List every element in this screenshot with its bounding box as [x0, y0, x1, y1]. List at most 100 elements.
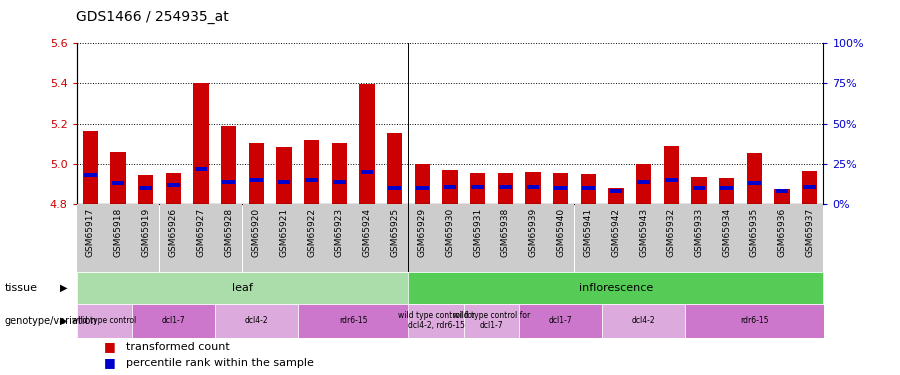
Bar — [547, 204, 574, 272]
Bar — [381, 204, 409, 272]
Text: ▶: ▶ — [60, 283, 68, 293]
Bar — [76, 204, 104, 272]
Bar — [83, 131, 98, 204]
Bar — [194, 83, 209, 204]
Text: transformed count: transformed count — [126, 342, 230, 352]
Bar — [499, 184, 512, 189]
Bar — [270, 204, 298, 272]
Bar — [415, 164, 430, 204]
Bar — [304, 140, 320, 204]
Bar — [685, 204, 713, 272]
Bar — [665, 178, 678, 182]
Text: dcl1-7: dcl1-7 — [161, 316, 185, 325]
Bar — [112, 182, 124, 185]
Bar — [470, 173, 485, 204]
Text: GSM65926: GSM65926 — [169, 208, 178, 257]
Text: GSM65919: GSM65919 — [141, 208, 150, 257]
Bar — [519, 204, 547, 272]
Text: GSM65940: GSM65940 — [556, 208, 565, 257]
Text: GSM65943: GSM65943 — [639, 208, 648, 257]
Bar — [602, 304, 685, 338]
Bar — [748, 182, 760, 185]
Text: tissue: tissue — [4, 283, 38, 293]
Bar — [444, 184, 456, 189]
Bar — [187, 204, 215, 272]
Bar — [796, 204, 824, 272]
Text: rdr6-15: rdr6-15 — [339, 316, 367, 325]
Text: GSM65924: GSM65924 — [363, 208, 372, 257]
Bar — [333, 180, 346, 184]
Bar — [166, 173, 181, 204]
Bar — [443, 170, 457, 204]
Text: GSM65917: GSM65917 — [86, 208, 94, 257]
Text: ■: ■ — [104, 356, 115, 369]
Bar — [409, 272, 824, 304]
Text: dcl4-2: dcl4-2 — [632, 316, 655, 325]
Bar — [84, 173, 97, 177]
Bar — [720, 186, 733, 190]
Text: rdr6-15: rdr6-15 — [740, 316, 769, 325]
Bar — [277, 180, 291, 184]
Text: GSM65920: GSM65920 — [252, 208, 261, 257]
Text: GSM65931: GSM65931 — [473, 208, 482, 257]
Bar — [658, 204, 685, 272]
Text: GSM65935: GSM65935 — [750, 208, 759, 257]
Bar — [111, 152, 126, 204]
Bar — [298, 304, 409, 338]
Text: dcl4-2: dcl4-2 — [245, 316, 268, 325]
Bar — [582, 186, 595, 190]
Bar — [215, 304, 298, 338]
Bar — [776, 189, 788, 194]
Bar — [519, 304, 602, 338]
Bar — [332, 143, 347, 204]
Text: GSM65941: GSM65941 — [584, 208, 593, 257]
Bar — [498, 173, 513, 204]
Bar — [580, 174, 596, 204]
Bar — [140, 186, 152, 190]
Text: GSM65918: GSM65918 — [113, 208, 122, 257]
Bar — [769, 204, 796, 272]
Bar — [554, 173, 568, 204]
Text: GSM65928: GSM65928 — [224, 208, 233, 257]
Bar — [692, 186, 706, 190]
Text: GSM65925: GSM65925 — [391, 208, 400, 257]
Bar — [464, 304, 519, 338]
Text: ▶: ▶ — [60, 316, 68, 326]
Bar — [719, 178, 734, 204]
Bar — [242, 204, 270, 272]
Bar — [298, 204, 326, 272]
Bar — [221, 126, 237, 204]
Bar — [685, 304, 824, 338]
Text: GSM65934: GSM65934 — [722, 208, 731, 257]
Bar — [76, 304, 131, 338]
Text: GSM65932: GSM65932 — [667, 208, 676, 257]
Bar — [409, 304, 464, 338]
Text: percentile rank within the sample: percentile rank within the sample — [126, 358, 314, 368]
Bar — [464, 204, 491, 272]
Bar — [305, 178, 318, 182]
Bar — [554, 186, 567, 190]
Text: GSM65936: GSM65936 — [778, 208, 787, 257]
Bar — [76, 272, 409, 304]
Bar — [472, 184, 484, 189]
Bar — [131, 204, 159, 272]
Bar — [747, 153, 762, 204]
Bar — [802, 171, 817, 204]
Bar — [663, 146, 679, 204]
Bar — [608, 188, 624, 204]
Text: GSM65922: GSM65922 — [307, 208, 316, 257]
Bar — [630, 204, 658, 272]
Bar — [602, 204, 630, 272]
Text: GSM65923: GSM65923 — [335, 208, 344, 257]
Bar — [276, 147, 292, 204]
Text: GDS1466 / 254935_at: GDS1466 / 254935_at — [76, 10, 230, 24]
Bar — [637, 180, 650, 184]
Text: wild type control: wild type control — [72, 316, 136, 325]
Bar — [774, 189, 789, 204]
Bar — [326, 204, 353, 272]
Bar — [416, 186, 428, 190]
Text: GSM65938: GSM65938 — [500, 208, 509, 257]
Text: GSM65939: GSM65939 — [528, 208, 537, 257]
Text: leaf: leaf — [232, 283, 253, 293]
Bar — [609, 189, 623, 194]
